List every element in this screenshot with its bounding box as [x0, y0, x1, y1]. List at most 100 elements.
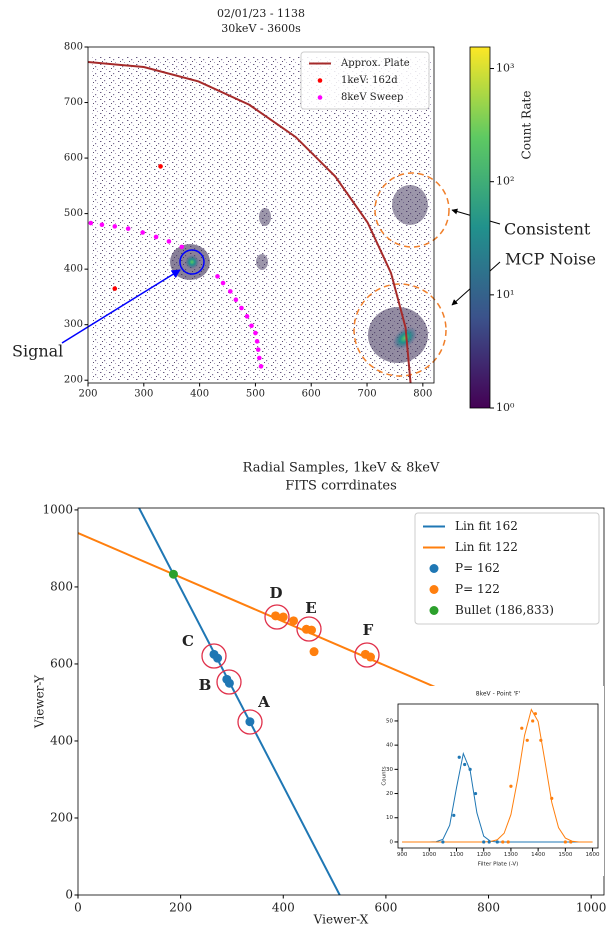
- y-axis-label: Viewer-Y: [33, 674, 47, 729]
- data-point: [278, 612, 288, 622]
- data-point: [220, 280, 226, 286]
- data-point: [224, 678, 234, 688]
- x-tick-label: 200: [169, 901, 192, 915]
- legend-swatch: [429, 606, 439, 615]
- plot-area: [88, 60, 412, 383]
- colorbar-label: Count Rate: [520, 91, 534, 160]
- x-tick-label: 1100: [450, 852, 464, 858]
- x-tick-label: 1300: [504, 852, 518, 858]
- y-tick-label: 0: [390, 839, 394, 845]
- y-tick-label: 30: [386, 767, 393, 773]
- x-tick-label: 900: [397, 852, 408, 858]
- data-point: [88, 220, 94, 226]
- legend-swatch: [317, 78, 323, 83]
- data-point: [550, 796, 554, 800]
- data-point: [306, 625, 316, 635]
- x-tick-label: 600: [302, 389, 321, 400]
- data-point: [99, 222, 105, 228]
- legend-label: 1keV: 162d: [341, 75, 398, 86]
- x-tick-label: 400: [190, 389, 209, 400]
- series-line: [138, 508, 341, 895]
- data-point: [289, 616, 299, 626]
- colorbar-tick-label: 10¹: [496, 288, 514, 301]
- legend-box: [414, 512, 600, 625]
- y-tick-label: 0: [65, 888, 73, 902]
- highlight-ring: [264, 604, 290, 630]
- x-axis-label: Viewer-X: [313, 913, 369, 927]
- noise-ring: [353, 283, 447, 377]
- data-point: [166, 239, 172, 244]
- data-point: [153, 234, 159, 240]
- data-point: [233, 297, 239, 302]
- data-point: [271, 611, 281, 621]
- data-point: [179, 244, 185, 250]
- x-tick-label: 800: [413, 389, 432, 400]
- x-tick-label: 1400: [531, 852, 545, 858]
- y-tick-label: 400: [50, 733, 73, 747]
- data-point: [506, 840, 510, 844]
- data-point: [463, 762, 467, 767]
- y-tick-label: 600: [64, 153, 83, 164]
- x-tick-label: 700: [357, 389, 376, 400]
- annotation: A: [257, 693, 270, 711]
- signal-arrow: [61, 269, 181, 344]
- y-tick-label: 200: [64, 375, 83, 386]
- y-tick-label: 600: [50, 656, 73, 670]
- data-point: [525, 738, 529, 742]
- x-tick-label: 600: [374, 901, 397, 915]
- annotation: C: [182, 632, 194, 650]
- inset-background: [380, 686, 604, 876]
- x-tick-label: 1500: [558, 852, 572, 858]
- chart-title: 02/01/23 - 1138: [217, 7, 305, 20]
- data-point: [501, 840, 505, 844]
- data-point: [255, 347, 261, 352]
- data-point: [213, 653, 223, 663]
- data-point: [563, 840, 567, 844]
- data-point: [228, 289, 233, 294]
- data-point: [112, 286, 118, 291]
- y-tick-label: 20: [386, 791, 393, 797]
- colorbar: [469, 46, 491, 409]
- data-point: [366, 652, 376, 662]
- data-point: [245, 717, 255, 727]
- series-line: [402, 708, 593, 843]
- legend-label: Lin fit 122: [455, 540, 518, 554]
- annotation: E: [305, 599, 316, 617]
- signal-ring: [179, 249, 205, 275]
- data-point: [309, 647, 319, 657]
- y-tick-label: 800: [64, 42, 83, 53]
- highlight-ring: [216, 669, 242, 695]
- data-point: [168, 569, 178, 579]
- data-point: [452, 813, 456, 817]
- x-tick-label: 1000: [422, 852, 436, 858]
- data-point: [112, 224, 118, 229]
- legend-label: Approx. Plate: [340, 58, 410, 69]
- y-tick-label: 300: [64, 319, 83, 330]
- data-point: [140, 230, 145, 235]
- highlight-ring: [201, 643, 227, 669]
- x-tick-label: 1200: [477, 852, 491, 858]
- data-point: [495, 840, 499, 844]
- y-tick-label: 10: [386, 815, 393, 821]
- data-point: [249, 323, 254, 329]
- y-tick-label: 40: [386, 743, 393, 749]
- data-point: [244, 314, 250, 319]
- legend-label: P= 122: [455, 582, 500, 596]
- x-tick-label: 500: [246, 389, 265, 400]
- hotspot: [392, 185, 428, 225]
- annotation: B: [199, 676, 212, 694]
- x-tick-label: 400: [272, 901, 295, 915]
- data-point: [158, 164, 163, 169]
- highlight-ring: [296, 616, 322, 642]
- data-point: [520, 726, 524, 730]
- y-tick-label: 1000: [42, 502, 73, 516]
- data-point: [473, 791, 478, 796]
- x-tick-label: 1000: [576, 901, 607, 915]
- hotspot: [185, 255, 199, 269]
- data-point: [254, 339, 260, 344]
- chart-title: 8keV - Point 'F': [476, 691, 521, 698]
- chart-subtitle: FITS corrdinates: [285, 479, 397, 494]
- axes-frame: [87, 46, 435, 384]
- x-tick-label: 200: [78, 389, 97, 400]
